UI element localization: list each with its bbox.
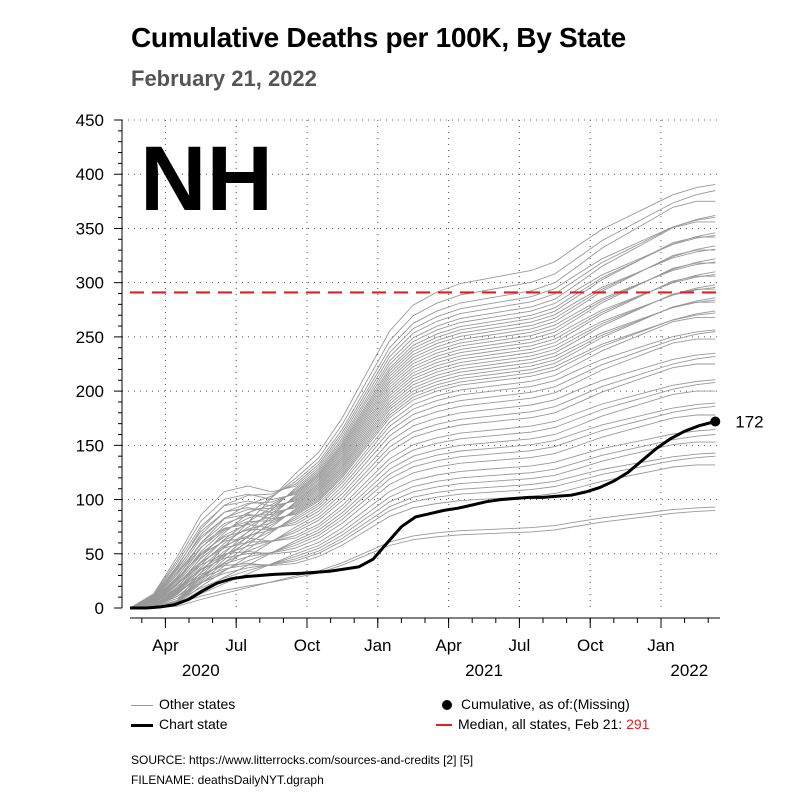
other-state-line [129,232,716,609]
y-tick-label: 150 [76,436,104,455]
y-tick-label: 250 [76,328,104,347]
other-state-line [129,429,716,609]
other-state-line [129,190,716,609]
legend-cumulative: Cumulative, as of:(Missing) [440,696,630,712]
y-tick-label: 400 [76,165,104,184]
x-tick-label: Jan [364,636,391,655]
other-state-line [129,455,716,609]
y-tick-label: 350 [76,219,104,238]
other-state-line [129,271,716,609]
x-tick-label: Apr [435,636,462,655]
x-tick-label: Oct [294,636,321,655]
other-states-lines [129,183,716,609]
other-state-line [130,288,716,609]
grid-layer [122,119,720,608]
other-state-line [129,248,716,609]
source-text: SOURCE: https://www.litterrocks.com/sour… [131,753,474,767]
other-state-line [129,312,716,609]
y-tick-label: 450 [76,111,104,130]
legend-dot-icon [442,700,452,711]
other-state-line [129,329,716,609]
x-year-label: 2021 [465,661,503,680]
other-state-line [129,331,716,609]
x-tick-label: Jul [225,636,247,655]
other-state-line [129,261,716,609]
y-tick-label: 0 [95,599,104,618]
other-state-line [129,441,716,609]
other-state-line [129,286,716,609]
other-state-line [130,506,716,609]
filename-text: FILENAME: deathsDailyNYT.dgraph [131,773,324,787]
axes-layer: 0 50 100 150 200 250 300 350 400 450 Apr Jul Oct Jan A… [76,111,720,680]
other-state-line [129,299,716,609]
other-state-line [129,452,716,609]
other-state-line [129,509,716,609]
legend-gray-line-icon [131,704,153,706]
state-label: NH [140,128,273,230]
x-tick-label: Apr [152,636,179,655]
end-point-marker [710,416,721,427]
y-tick-label: 200 [76,382,104,401]
y-tick-label: 300 [76,274,104,293]
other-state-line [129,297,716,609]
other-state-line [129,214,716,609]
other-state-line [129,363,716,609]
other-state-line [130,183,716,609]
x-year-label: 2022 [670,661,708,680]
other-state-line [129,316,716,609]
other-state-line [129,414,716,609]
legend-red-line-icon [436,724,452,727]
other-state-line [129,381,716,609]
x-tick-label: Oct [577,636,604,655]
other-state-line [130,390,716,609]
chart-title: Cumulative Deaths per 100K, By State [131,22,626,53]
chart-state-line [130,420,716,610]
legend-median-value: 291 [626,716,650,732]
other-state-line [129,234,716,609]
other-state-line [129,200,716,609]
legend-median: Median, all states, Feb 21: 291 [436,716,649,732]
legend-other-states: Other states [131,696,235,712]
other-state-line [129,338,716,609]
end-value-label: 172 [735,412,763,431]
other-state-line [129,355,716,609]
chart-state-layer: 172 [130,412,764,610]
other-state-line [129,379,716,609]
legend-median-label: Median, all states, Feb 21: [458,716,623,732]
other-state-line [130,274,716,609]
other-state-line [129,275,716,609]
chart-subtitle: February 21, 2022 [131,66,317,91]
x-year-label: 2020 [182,661,220,680]
legend-chart-state: Chart state [131,716,227,732]
legend-cumulative-label: Cumulative, as of:(Missing) [461,696,630,712]
y-tick-label: 50 [85,545,104,564]
other-state-line [129,284,716,609]
other-state-line [129,216,716,609]
x-tick-label: Jan [647,636,674,655]
legend-black-line-icon [131,723,153,727]
other-state-line [130,434,716,609]
legend-chart-state-label: Chart state [159,716,228,732]
other-state-line [129,236,716,609]
other-state-line [130,221,716,609]
y-tick-label: 100 [76,491,104,510]
x-tick-label: Jul [509,636,531,655]
other-state-line [129,405,716,609]
legend-other-label: Other states [159,696,236,712]
